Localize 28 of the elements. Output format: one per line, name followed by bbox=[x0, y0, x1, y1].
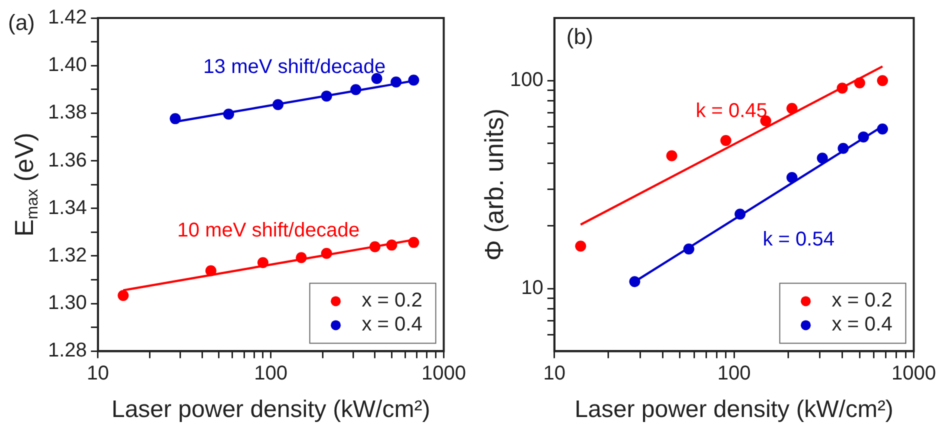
series-label: k = 0.54 bbox=[762, 228, 834, 250]
series-label: 10 meV shift/decade bbox=[177, 220, 360, 242]
x-tick-label: 10 bbox=[86, 362, 110, 385]
y-tick-label: 1.36 bbox=[48, 149, 87, 172]
y-axis-title: Φ (arb. units) bbox=[479, 108, 510, 261]
chart-title: (b) bbox=[566, 24, 594, 49]
x-tick-label: 1000 bbox=[892, 362, 936, 385]
y-tick-label: 1.28 bbox=[48, 340, 87, 362]
y-tick-label: 1.34 bbox=[48, 196, 87, 219]
series-label: k = 0.45 bbox=[696, 100, 768, 122]
y-tick-label: 1.38 bbox=[48, 102, 87, 124]
legend-label: x = 0.4 bbox=[362, 314, 422, 336]
y-tick-label: 1.42 bbox=[48, 6, 87, 29]
y-tick-label: 1.32 bbox=[48, 244, 87, 267]
series-label: 13 meV shift/decade bbox=[203, 56, 386, 78]
x-tick-label: 1000 bbox=[422, 362, 466, 385]
legend-label: x = 0.2 bbox=[832, 290, 892, 312]
x-tick-label: 10 bbox=[543, 362, 566, 385]
legend-label: x = 0.4 bbox=[832, 314, 892, 336]
y-tick-label: 1.30 bbox=[48, 292, 87, 314]
x-axis-title: Laser power density (kW/cm²) bbox=[574, 396, 894, 424]
legend-label: x = 0.2 bbox=[362, 290, 422, 312]
y-tick-label: 1.40 bbox=[48, 54, 87, 76]
x-tick-label: 100 bbox=[254, 362, 288, 385]
y-axis-title: Emax (eV) bbox=[9, 132, 42, 237]
chart-title: (a) bbox=[8, 10, 35, 35]
x-tick-label: 100 bbox=[717, 362, 751, 385]
x-axis-title: Laser power density (kW/cm²) bbox=[111, 396, 430, 424]
